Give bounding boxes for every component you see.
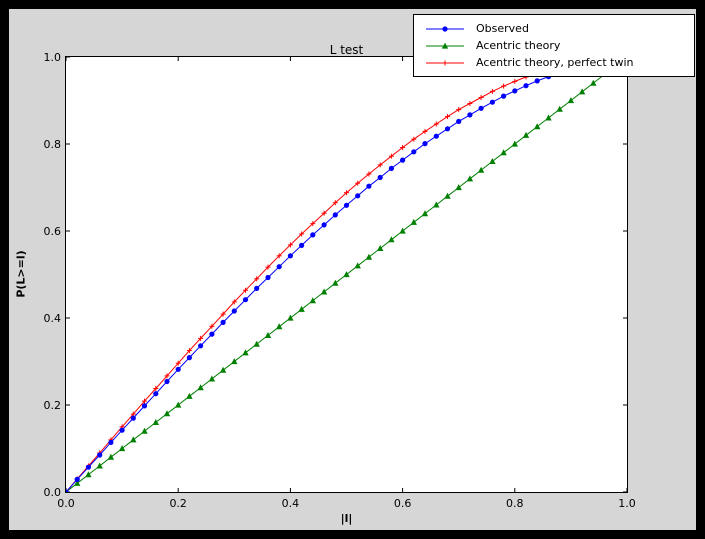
- y-axis-label: P(L>=l): [14, 250, 28, 298]
- y-tick-label: 1.0: [43, 51, 62, 64]
- plot-canvas: [66, 57, 627, 492]
- x-tick-label: 1.0: [618, 497, 636, 510]
- y-tick-label: 0.0: [43, 486, 62, 499]
- y-tick-label: 0.6: [43, 225, 62, 238]
- x-axis-label: |l|: [340, 512, 353, 525]
- legend-label-observed: Observed: [476, 22, 529, 35]
- legend-label-acentric-theory-perfect-twin: Acentric theory, perfect twin: [476, 56, 634, 69]
- legend-label-acentric-theory: Acentric theory: [476, 39, 561, 52]
- x-tick-label: 0.6: [393, 497, 412, 510]
- plot-area: [65, 56, 628, 493]
- legend-item-acentric-theory-perfect-twin: Acentric theory, perfect twin: [424, 54, 684, 71]
- series-observed: [66, 74, 552, 492]
- series-markers-acentric-theory: [66, 57, 627, 492]
- y-tick-label: 0.4: [43, 312, 62, 325]
- legend: Observed Acentric theory Acentric theory…: [413, 14, 695, 77]
- axis-ticks: [66, 57, 627, 492]
- x-tick-label: 0.4: [281, 497, 300, 510]
- chart-title: L test: [329, 43, 364, 57]
- legend-line-acentric-theory-icon: [426, 42, 464, 49]
- legend-line-acentric-theory-perfect-twin-icon: [426, 60, 464, 65]
- series-acentric-theory: [66, 57, 627, 492]
- x-tick-label: 0.8: [506, 497, 524, 510]
- legend-item-observed: Observed: [424, 20, 684, 37]
- legend-item-acentric-theory: Acentric theory: [424, 37, 684, 54]
- legend-line-observed-icon: [426, 25, 464, 32]
- y-tick-label: 0.2: [43, 399, 62, 412]
- y-tick-label: 0.8: [43, 138, 62, 151]
- series-markers-observed: [66, 74, 552, 492]
- x-tick-label: 0.2: [169, 497, 187, 510]
- series-line-observed: [66, 76, 549, 492]
- figure: L test 0.0 0.2 0.4 0.6 0.8 1.0 0.0 0.2 0.4 0.6 0.…: [9, 9, 696, 530]
- x-tick-label: 0.0: [57, 497, 75, 510]
